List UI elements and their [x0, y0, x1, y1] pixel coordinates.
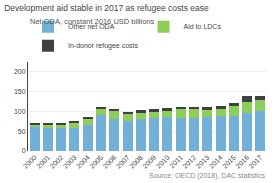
svg-text:In-donor refugee costs: In-donor refugee costs — [68, 42, 139, 50]
svg-text:2014: 2014 — [208, 154, 224, 170]
svg-text:2003: 2003 — [62, 154, 78, 170]
svg-text:2007: 2007 — [115, 154, 131, 170]
svg-text:2015: 2015 — [221, 154, 237, 170]
svg-text:2016: 2016 — [234, 154, 250, 170]
svg-text:200: 200 — [14, 68, 26, 75]
svg-text:2011: 2011 — [168, 154, 184, 170]
svg-text:50: 50 — [18, 128, 26, 135]
svg-text:Development aid stable in 2017: Development aid stable in 2017 as refuge… — [4, 3, 209, 13]
svg-text:100: 100 — [14, 108, 26, 115]
svg-text:2001: 2001 — [35, 154, 51, 170]
svg-text:Aid to LDCs: Aid to LDCs — [184, 23, 222, 30]
svg-text:Source: OECD (2018), DAC stati: Source: OECD (2018), DAC statistics — [149, 172, 265, 180]
svg-text:2017: 2017 — [248, 154, 264, 170]
svg-text:2008: 2008 — [128, 154, 144, 170]
svg-text:2006: 2006 — [102, 154, 118, 170]
svg-text:Other net ODA: Other net ODA — [68, 23, 115, 30]
svg-text:2012: 2012 — [181, 154, 197, 170]
svg-text:2002: 2002 — [48, 154, 64, 170]
svg-text:2013: 2013 — [194, 154, 210, 170]
svg-text:2005: 2005 — [88, 154, 104, 170]
svg-text:2009: 2009 — [141, 154, 157, 170]
svg-text:150: 150 — [14, 88, 26, 95]
svg-text:2000: 2000 — [22, 154, 38, 170]
svg-text:2004: 2004 — [75, 154, 91, 170]
svg-text:0: 0 — [22, 147, 26, 154]
svg-text:Net ODA, constant 2016 USD bil: Net ODA, constant 2016 USD billions — [30, 17, 154, 26]
svg-text:2010: 2010 — [155, 154, 171, 170]
